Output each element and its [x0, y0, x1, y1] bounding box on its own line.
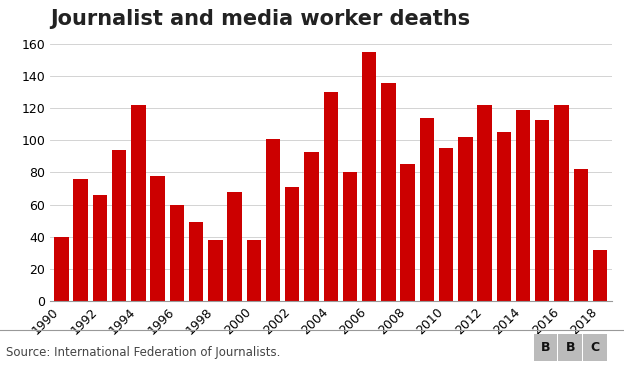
- Bar: [285, 187, 300, 301]
- Bar: [93, 195, 107, 301]
- Bar: [208, 240, 223, 301]
- Bar: [439, 148, 453, 301]
- Bar: [112, 150, 127, 301]
- Bar: [170, 205, 184, 301]
- Bar: [593, 250, 607, 301]
- Bar: [189, 222, 203, 301]
- Bar: [516, 110, 530, 301]
- Bar: [420, 118, 434, 301]
- Text: Source: International Federation of Journalists.: Source: International Federation of Jour…: [6, 346, 281, 359]
- Bar: [227, 192, 241, 301]
- Bar: [362, 52, 376, 301]
- Text: B: B: [565, 341, 575, 354]
- Bar: [497, 132, 511, 301]
- Bar: [535, 120, 550, 301]
- Bar: [74, 179, 88, 301]
- Text: Journalist and media worker deaths: Journalist and media worker deaths: [50, 10, 470, 29]
- Bar: [343, 172, 357, 301]
- Bar: [150, 176, 165, 301]
- Bar: [131, 105, 145, 301]
- Bar: [554, 105, 568, 301]
- Bar: [381, 83, 396, 301]
- Bar: [266, 139, 280, 301]
- Bar: [246, 240, 261, 301]
- Bar: [573, 169, 588, 301]
- Bar: [323, 92, 338, 301]
- Bar: [401, 164, 415, 301]
- Text: C: C: [591, 341, 600, 354]
- Bar: [305, 152, 319, 301]
- Bar: [477, 105, 492, 301]
- Bar: [54, 237, 69, 301]
- Text: B: B: [540, 341, 550, 354]
- Bar: [458, 137, 472, 301]
